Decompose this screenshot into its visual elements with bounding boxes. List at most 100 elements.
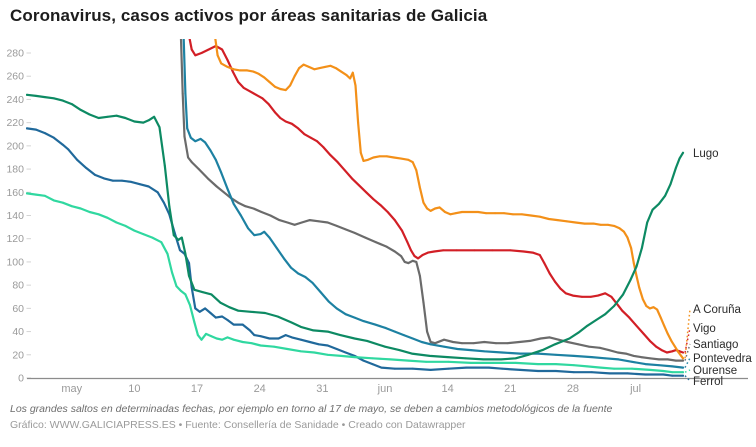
series-point-ourense: [52, 199, 55, 202]
series-point-ourense: [133, 229, 136, 232]
series-point-lugo: [133, 120, 136, 123]
series-point-lugo: [326, 330, 329, 333]
series-point-ourense: [353, 356, 356, 359]
series-point-lugo: [664, 194, 667, 197]
series-point-pontevedra: [259, 233, 262, 236]
series-point-ferrol: [317, 343, 320, 346]
series-point-pontevedra: [194, 140, 197, 143]
series-point-ferrol: [608, 372, 611, 375]
series-point-santiago: [237, 201, 240, 204]
series-point-vigo: [621, 309, 624, 312]
series-point-pontevedra: [199, 137, 202, 140]
series-point-lugo: [180, 236, 183, 239]
series-point-pontevedra: [630, 360, 634, 363]
series-point-coruna: [618, 227, 621, 230]
series-point-lugo: [249, 310, 252, 313]
series-point-lugo: [482, 358, 485, 361]
series-point-ourense: [115, 221, 118, 224]
series-point-santiago: [308, 219, 311, 222]
series-point-ourense: [70, 205, 73, 208]
series-point-vigo: [548, 272, 551, 275]
series-point-lugo: [79, 108, 82, 111]
series-point-ferrol: [194, 307, 197, 310]
series-point-coruna: [670, 339, 673, 342]
series-point-ferrol: [380, 366, 383, 369]
series-point-santiago: [506, 342, 509, 345]
series-point-lugo: [70, 103, 73, 106]
series-point-pontevedra: [327, 300, 330, 303]
series-point-pontevedra: [189, 136, 192, 139]
series-point-pontevedra: [184, 92, 187, 95]
x-tick-label: 14: [442, 383, 454, 395]
series-point-pontevedra: [253, 234, 256, 237]
series-label-lugo: Lugo: [693, 148, 719, 160]
series-point-pontevedra: [232, 202, 235, 205]
x-tick-label: 24: [254, 383, 266, 395]
series-point-coruna: [354, 84, 357, 87]
series-point-coruna: [232, 68, 235, 71]
series-point-coruna: [645, 304, 648, 308]
series-point-coruna: [426, 207, 429, 210]
series-point-ferrol: [52, 136, 55, 139]
series-point-ourense: [469, 361, 472, 364]
series-point-coruna: [329, 64, 332, 67]
series-point-pontevedra: [289, 266, 293, 269]
series-point-coruna: [340, 70, 343, 73]
series-point-coruna: [302, 63, 305, 66]
series-point-santiago: [657, 358, 660, 361]
series-point-ourense: [210, 335, 213, 338]
series-point-pontevedra: [393, 330, 396, 333]
series-point-vigo: [303, 133, 306, 136]
series-point-coruna: [385, 155, 388, 158]
series-point-vigo: [297, 127, 300, 130]
series-point-vigo: [442, 249, 445, 252]
series-point-ourense: [151, 236, 154, 239]
series-point-coruna: [626, 236, 629, 239]
x-tick-label: jul: [629, 383, 641, 395]
series-point-pontevedra: [402, 334, 405, 337]
series-point-ourense: [204, 332, 208, 335]
y-tick-label: 60: [12, 303, 24, 315]
series-point-pontevedra: [226, 187, 229, 190]
series-point-ourense: [215, 337, 218, 340]
series-point-vigo: [509, 249, 512, 252]
series-point-lugo: [595, 318, 598, 322]
series-point-coruna: [477, 210, 480, 214]
series-point-pontevedra: [275, 246, 278, 250]
series-point-ferrol: [447, 367, 450, 370]
series-point-santiago: [364, 236, 367, 239]
series-point-coruna: [635, 274, 638, 277]
series-point-ferrol: [232, 323, 235, 326]
series-point-coruna: [574, 221, 577, 224]
series-point-vigo: [207, 48, 210, 51]
y-tick-label: 160: [6, 187, 24, 199]
series-point-coruna: [520, 213, 523, 216]
series-point-lugo: [613, 304, 616, 308]
series-point-coruna: [468, 210, 472, 214]
series-point-ourense: [221, 338, 224, 341]
series-label-coruna: A Coruña: [693, 304, 742, 316]
series-point-vigo: [665, 351, 668, 354]
series-point-vigo: [261, 97, 264, 100]
series-point-vigo: [648, 339, 651, 342]
series-point-vigo: [635, 324, 638, 327]
leader-line-santiago: [684, 343, 691, 361]
series-point-lugo: [640, 246, 643, 250]
series-label-ourense: Ourense: [693, 365, 737, 377]
series-point-ourense: [447, 360, 450, 363]
series-point-ourense: [226, 336, 229, 339]
series-point-vigo: [273, 111, 276, 114]
series-point-coruna: [434, 207, 437, 210]
series-point-santiago: [344, 228, 347, 231]
series-point-pontevedra: [374, 323, 377, 326]
series-point-pontevedra: [644, 363, 647, 366]
series-point-santiago: [451, 340, 455, 344]
series-point-lugo: [500, 358, 503, 361]
series-point-santiago: [674, 359, 677, 362]
series-point-ourense: [389, 358, 392, 361]
series-point-coruna: [641, 298, 644, 301]
series-point-ourense: [259, 344, 262, 347]
series-line-santiago: [179, 39, 685, 362]
series-point-vigo: [660, 349, 663, 352]
